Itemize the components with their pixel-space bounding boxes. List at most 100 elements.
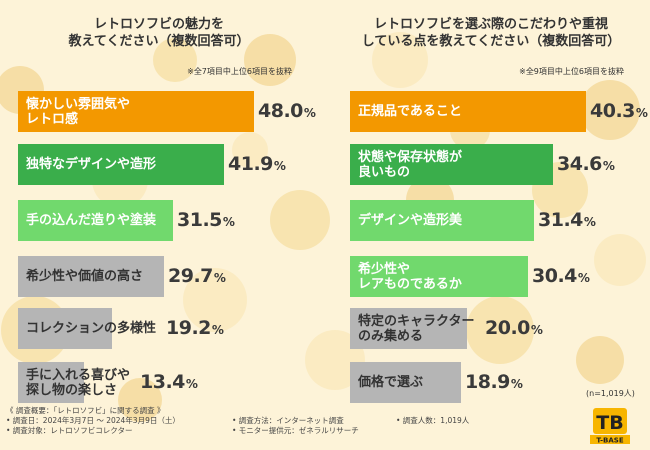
bar-value-number: 41.9 <box>228 153 273 175</box>
bar-label: 価格で選ぶ <box>358 362 423 403</box>
bar-label: デザインや造形美 <box>358 200 462 241</box>
left-chart-title: レトロソフビの魅力を 教えてください（複数回答可） <box>14 16 304 50</box>
bar-label: 正規品であること <box>358 91 462 132</box>
logo-text: T-BASE <box>596 437 623 445</box>
bar-value: 19.2% <box>166 317 224 339</box>
bar-value-unit: % <box>273 159 286 173</box>
bar-value: 29.7% <box>168 265 226 287</box>
bar-label-line: レトロ感 <box>26 111 79 127</box>
bar-label-line: 希少性や <box>358 261 411 277</box>
bar-value-unit: % <box>222 215 235 229</box>
bar: 状態や保存状態が 良いもの <box>350 144 553 185</box>
bar-label-line: のみ集める <box>358 328 424 344</box>
bar-value: 20.0% <box>485 317 543 339</box>
background-dot <box>118 378 162 422</box>
bar: 手の込んだ造りや塗装 <box>18 200 173 241</box>
right-chart-title: レトロソフビを選ぶ際のこだわりや重視 している点を教えてください（複数回答可） <box>346 16 636 50</box>
bar-label-line: デザインや造形美 <box>358 213 463 228</box>
survey-period: • 調査日：2024年3月7日 〜 2024年3月9日（土） <box>6 416 180 425</box>
bar-value-number: 48.0 <box>258 100 303 122</box>
right-title-line-1: レトロソフビを選ぶ際のこだわりや重視 <box>373 17 608 32</box>
bar-label-line: 特定のキャラクター <box>358 313 475 329</box>
bar-label-line: 正規品であること <box>358 104 462 119</box>
left-title-line-2: 教えてください（複数回答可） <box>68 34 250 49</box>
survey-method: • 調査方法：インターネット調査 <box>232 416 344 425</box>
t-base-logo: TB T-BASE <box>590 408 630 445</box>
bar-value-number: 13.4 <box>140 371 185 393</box>
bar-value-unit: % <box>211 323 224 337</box>
background-dot <box>270 190 330 250</box>
bar-value-unit: % <box>510 377 523 391</box>
background-dot <box>153 38 197 82</box>
bar-label-line: コレクションの多様性 <box>26 321 157 336</box>
bar-label: 懐かしい雰囲気や レトロ感 <box>26 91 130 132</box>
bar: 正規品であること <box>350 91 586 132</box>
left-chart-note: ※全7項目中上位6項目を抜粋 <box>187 67 292 76</box>
bar: コレクションの多様性 <box>18 308 156 349</box>
bar-value-number: 18.9 <box>465 371 510 393</box>
bar-value-number: 34.6 <box>557 153 602 175</box>
bar-value-unit: % <box>530 323 543 337</box>
bar: 希少性や価値の高さ <box>18 256 164 297</box>
background-dot <box>576 336 624 384</box>
survey-title: 《 調査概要：「レトロソフビ」に関する調査 》 <box>6 406 165 415</box>
bar: 手に入れる喜びや 探し物の楽しさ <box>18 362 130 403</box>
left-chart-panel: レトロソフビの魅力を 教えてください（複数回答可） ※全7項目中上位6項目を抜粋… <box>14 14 316 404</box>
logo-mark: TB <box>596 412 623 434</box>
bar-label-line: 手の込んだ造りや塗装 <box>26 213 157 228</box>
bar-label: 状態や保存状態が 良いもの <box>358 144 462 185</box>
bar-label: 手の込んだ造りや塗装 <box>26 200 156 241</box>
right-title-line-2: している点を教えてください（複数回答可） <box>361 34 621 49</box>
bar-value-unit: % <box>635 106 648 120</box>
bar-label-line: 探し物の楽しさ <box>26 382 118 398</box>
bar-value-number: 30.4 <box>532 265 577 287</box>
bar-value: 18.9% <box>465 371 523 393</box>
bar-value: 31.5% <box>177 209 235 231</box>
bar-value: 41.9% <box>228 153 286 175</box>
bar: 希少性や レアものであるか <box>350 256 528 297</box>
bar-label-line: 良いもの <box>358 164 411 180</box>
bar-value-number: 29.7 <box>168 265 213 287</box>
right-chart-note: ※全9項目中上位6項目を抜粋 <box>519 67 624 76</box>
bar-value-unit: % <box>303 106 316 120</box>
bar-value: 30.4% <box>532 265 590 287</box>
bar-value: 31.4% <box>538 209 596 231</box>
bar-label-line: 独特なデザインや造形 <box>26 157 157 172</box>
background-dot <box>244 34 296 86</box>
right-chart-panel: レトロソフビを選ぶ際のこだわりや重視 している点を教えてください（複数回答可） … <box>346 14 648 404</box>
background-dot <box>372 32 428 88</box>
background-dot <box>183 268 247 332</box>
bar-value: 48.0% <box>258 100 316 122</box>
sample-size-note: (n=1,019人) <box>586 389 635 398</box>
bar-label: 独特なデザインや造形 <box>26 144 156 185</box>
bar-label: 希少性や レアものであるか <box>358 256 462 297</box>
left-title-line-1: レトロソフビの魅力を <box>93 17 224 32</box>
bar-label-line: 懐かしい雰囲気や <box>26 96 131 112</box>
bar-label: コレクションの多様性 <box>26 308 156 349</box>
bar-value-number: 19.2 <box>166 317 211 339</box>
bar: デザインや造形美 <box>350 200 534 241</box>
survey-target: • 調査対象：レトロソフビコレクター <box>6 426 133 435</box>
bar-value-unit: % <box>185 377 198 391</box>
bar-value-number: 31.5 <box>177 209 222 231</box>
survey-provider: • モニター提供元：ゼネラルリサーチ <box>232 426 359 435</box>
bar-value-number: 40.3 <box>590 100 635 122</box>
bar-value-unit: % <box>602 159 615 173</box>
logo-band <box>590 435 630 444</box>
bar-value: 13.4% <box>140 371 198 393</box>
bar-value: 40.3% <box>590 100 648 122</box>
background-dot <box>232 132 268 168</box>
bar-label: 特定のキャラクター のみ集める <box>358 308 474 349</box>
bar: 特定のキャラクター のみ集める <box>350 308 474 349</box>
background-dot <box>594 234 646 286</box>
bar-label-line: 手に入れる喜びや <box>26 367 131 383</box>
bar-label-line: レアものであるか <box>358 276 462 292</box>
bar: 懐かしい雰囲気や レトロ感 <box>18 91 254 132</box>
bar-value: 34.6% <box>557 153 615 175</box>
bar-label-line: 状態や保存状態が <box>358 149 463 165</box>
bar-label-line: 価格で選ぶ <box>358 375 424 390</box>
survey-count: • 調査人数：1,019人 <box>396 416 470 425</box>
bar-value-unit: % <box>213 271 226 285</box>
